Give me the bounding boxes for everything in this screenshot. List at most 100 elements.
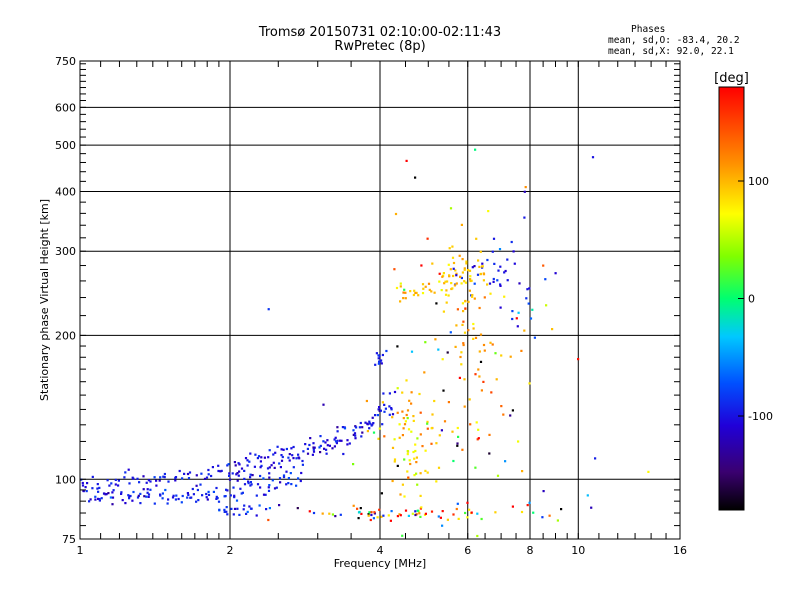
data-point [291, 454, 294, 457]
data-point [334, 515, 337, 518]
data-point [448, 247, 451, 250]
data-point [287, 456, 290, 459]
data-point [242, 508, 245, 511]
data-point [452, 261, 456, 265]
data-point [268, 472, 271, 475]
data-point [430, 290, 433, 293]
data-point [174, 479, 177, 482]
data-point [471, 295, 474, 298]
data-point [228, 472, 231, 475]
data-point [383, 403, 386, 406]
data-point [250, 507, 253, 510]
data-point [370, 513, 373, 517]
data-point [162, 475, 165, 478]
data-point [459, 355, 462, 359]
data-point [482, 273, 486, 276]
data-point [487, 210, 490, 213]
data-point [188, 471, 192, 474]
data-point [413, 474, 416, 477]
data-point [238, 513, 241, 516]
data-point [447, 263, 450, 266]
data-point [515, 317, 518, 320]
data-point [379, 409, 382, 412]
data-point [458, 254, 461, 257]
data-point [406, 417, 409, 420]
data-point [143, 495, 146, 498]
data-point [343, 427, 347, 430]
data-point [456, 502, 459, 505]
data-point [438, 434, 441, 437]
data-point [399, 282, 402, 285]
data-point [256, 483, 260, 486]
data-point [292, 445, 295, 449]
data-point [377, 357, 380, 360]
data-point [541, 516, 544, 519]
data-point [267, 486, 270, 489]
data-point [226, 489, 229, 492]
phases-mean-o: mean, sd,O: -83.4, 20.2 [608, 35, 740, 46]
data-point [183, 472, 186, 475]
data-point [480, 517, 483, 521]
data-point [427, 282, 431, 285]
data-point [109, 496, 112, 499]
data-point [297, 456, 300, 459]
data-point [368, 420, 371, 423]
data-point [461, 271, 464, 274]
data-point [268, 507, 271, 510]
data-point [414, 443, 417, 446]
data-point [370, 424, 373, 427]
data-point [178, 469, 181, 473]
data-point [391, 446, 395, 449]
data-point [243, 469, 246, 472]
data-point [276, 445, 279, 448]
data-point [282, 475, 286, 479]
data-point [167, 498, 170, 501]
data-point [367, 514, 370, 517]
data-point [418, 512, 421, 515]
y-tick-label: 500 [55, 139, 76, 152]
data-point [467, 300, 470, 303]
data-point [278, 504, 281, 507]
data-point [281, 455, 284, 459]
data-point [466, 501, 469, 504]
y-tick-label: 300 [55, 245, 76, 258]
data-point [225, 488, 228, 491]
data-point [153, 502, 156, 505]
data-point [410, 350, 414, 353]
x-tick-label: 8 [527, 544, 534, 557]
data-point [447, 294, 450, 297]
data-point [211, 466, 214, 469]
data-point [260, 464, 263, 467]
data-point [96, 487, 99, 490]
data-point [132, 490, 135, 494]
data-point [348, 442, 351, 445]
data-point [406, 453, 409, 456]
data-point [191, 487, 194, 491]
data-point [189, 496, 192, 499]
data-point [378, 427, 381, 430]
data-point [333, 445, 336, 448]
data-point [372, 422, 375, 425]
data-point [382, 392, 385, 395]
data-point [378, 360, 381, 363]
data-point [396, 345, 399, 348]
data-point [97, 497, 100, 500]
data-point [393, 438, 396, 441]
data-point [455, 274, 458, 277]
data-point [456, 442, 459, 445]
data-point [511, 505, 514, 508]
data-point [287, 477, 290, 480]
data-point [166, 502, 169, 505]
data-point [492, 277, 495, 281]
data-point [302, 450, 305, 453]
data-point [215, 486, 218, 490]
data-points [80, 148, 650, 538]
data-point [424, 512, 427, 515]
data-point [106, 479, 109, 482]
data-point [285, 470, 288, 473]
data-point [465, 262, 468, 265]
data-point [458, 376, 461, 379]
data-point [285, 447, 288, 451]
data-point [253, 465, 256, 468]
